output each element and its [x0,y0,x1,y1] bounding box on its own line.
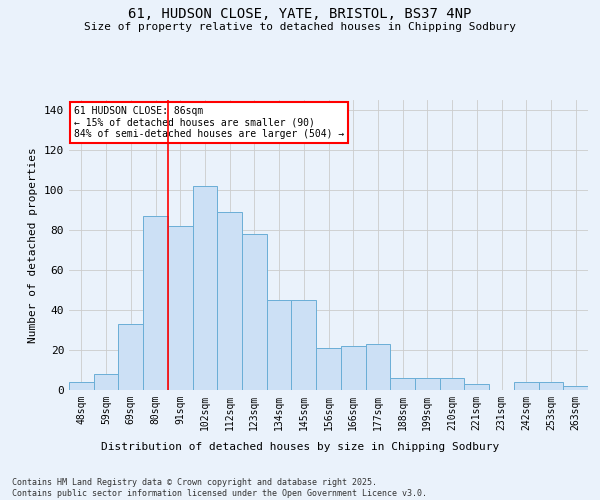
Bar [94,374,118,390]
Bar [217,212,242,390]
Bar [69,382,94,390]
Bar [316,348,341,390]
Y-axis label: Number of detached properties: Number of detached properties [28,147,38,343]
Bar [415,378,440,390]
Bar [242,234,267,390]
Bar [292,300,316,390]
Bar [539,382,563,390]
Bar [341,346,365,390]
Text: Contains HM Land Registry data © Crown copyright and database right 2025.
Contai: Contains HM Land Registry data © Crown c… [12,478,427,498]
Bar [390,378,415,390]
Bar [168,226,193,390]
Bar [118,324,143,390]
Bar [143,216,168,390]
Text: 61, HUDSON CLOSE, YATE, BRISTOL, BS37 4NP: 61, HUDSON CLOSE, YATE, BRISTOL, BS37 4N… [128,8,472,22]
Bar [464,384,489,390]
Bar [193,186,217,390]
Text: Distribution of detached houses by size in Chipping Sodbury: Distribution of detached houses by size … [101,442,499,452]
Bar [514,382,539,390]
Bar [563,386,588,390]
Bar [365,344,390,390]
Bar [440,378,464,390]
Bar [267,300,292,390]
Text: Size of property relative to detached houses in Chipping Sodbury: Size of property relative to detached ho… [84,22,516,32]
Text: 61 HUDSON CLOSE: 86sqm
← 15% of detached houses are smaller (90)
84% of semi-det: 61 HUDSON CLOSE: 86sqm ← 15% of detached… [74,106,344,139]
